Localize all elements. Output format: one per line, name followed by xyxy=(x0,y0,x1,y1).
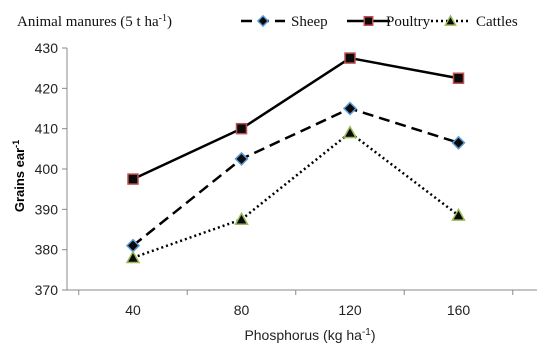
legend-marker-sheep xyxy=(256,14,270,28)
y-tick-label: 390 xyxy=(35,201,59,217)
series-layer xyxy=(125,52,466,264)
x-tick-label: 120 xyxy=(338,302,362,318)
legend: Sheep Poultry Cattles xyxy=(241,14,518,30)
data-point-cattles xyxy=(125,250,141,264)
x-axis-label: Phosphorus (kg ha-1) xyxy=(244,327,375,343)
data-point-sheep xyxy=(234,151,249,166)
series-line-sheep xyxy=(132,107,459,247)
y-tick-label: 430 xyxy=(35,40,59,56)
data-point-cattles xyxy=(451,207,466,221)
y-tick-label: 370 xyxy=(35,282,59,298)
x-axis-ticks: 40 80 120 160 xyxy=(78,290,514,318)
y-tick-label: 420 xyxy=(35,80,59,96)
data-point-poultry xyxy=(235,122,248,135)
data-point-sheep xyxy=(342,101,358,116)
y-tick-label: 380 xyxy=(35,242,59,258)
legend-label-sheep: Sheep xyxy=(291,14,328,30)
legend-label-cattles: Cattles xyxy=(476,14,518,30)
data-point-poultry xyxy=(127,173,139,185)
chart-annotation: Animal manures (5 t ha-1) xyxy=(17,13,172,30)
y-axis-ticks: 370 380 390 400 410 420 430 xyxy=(35,40,67,298)
x-tick-label: 40 xyxy=(125,302,141,318)
data-point-sheep xyxy=(451,135,466,150)
y-axis-label: Grains ear-1 xyxy=(11,140,27,212)
y-tick-label: 410 xyxy=(35,121,59,137)
y-tick-label: 400 xyxy=(35,161,59,177)
axes xyxy=(66,48,537,291)
legend-label-poultry: Poultry xyxy=(386,14,431,30)
series-line-poultry xyxy=(132,56,459,181)
series-line-cattles xyxy=(132,131,460,259)
data-point-cattles xyxy=(342,125,358,139)
data-point-cattles xyxy=(234,211,249,225)
legend-marker-cattles xyxy=(444,14,457,26)
data-point-poultry xyxy=(344,52,356,64)
data-point-poultry xyxy=(452,72,465,84)
x-tick-label: 80 xyxy=(234,302,250,318)
x-tick-label: 160 xyxy=(447,302,471,318)
legend-marker-poultry xyxy=(363,16,374,26)
